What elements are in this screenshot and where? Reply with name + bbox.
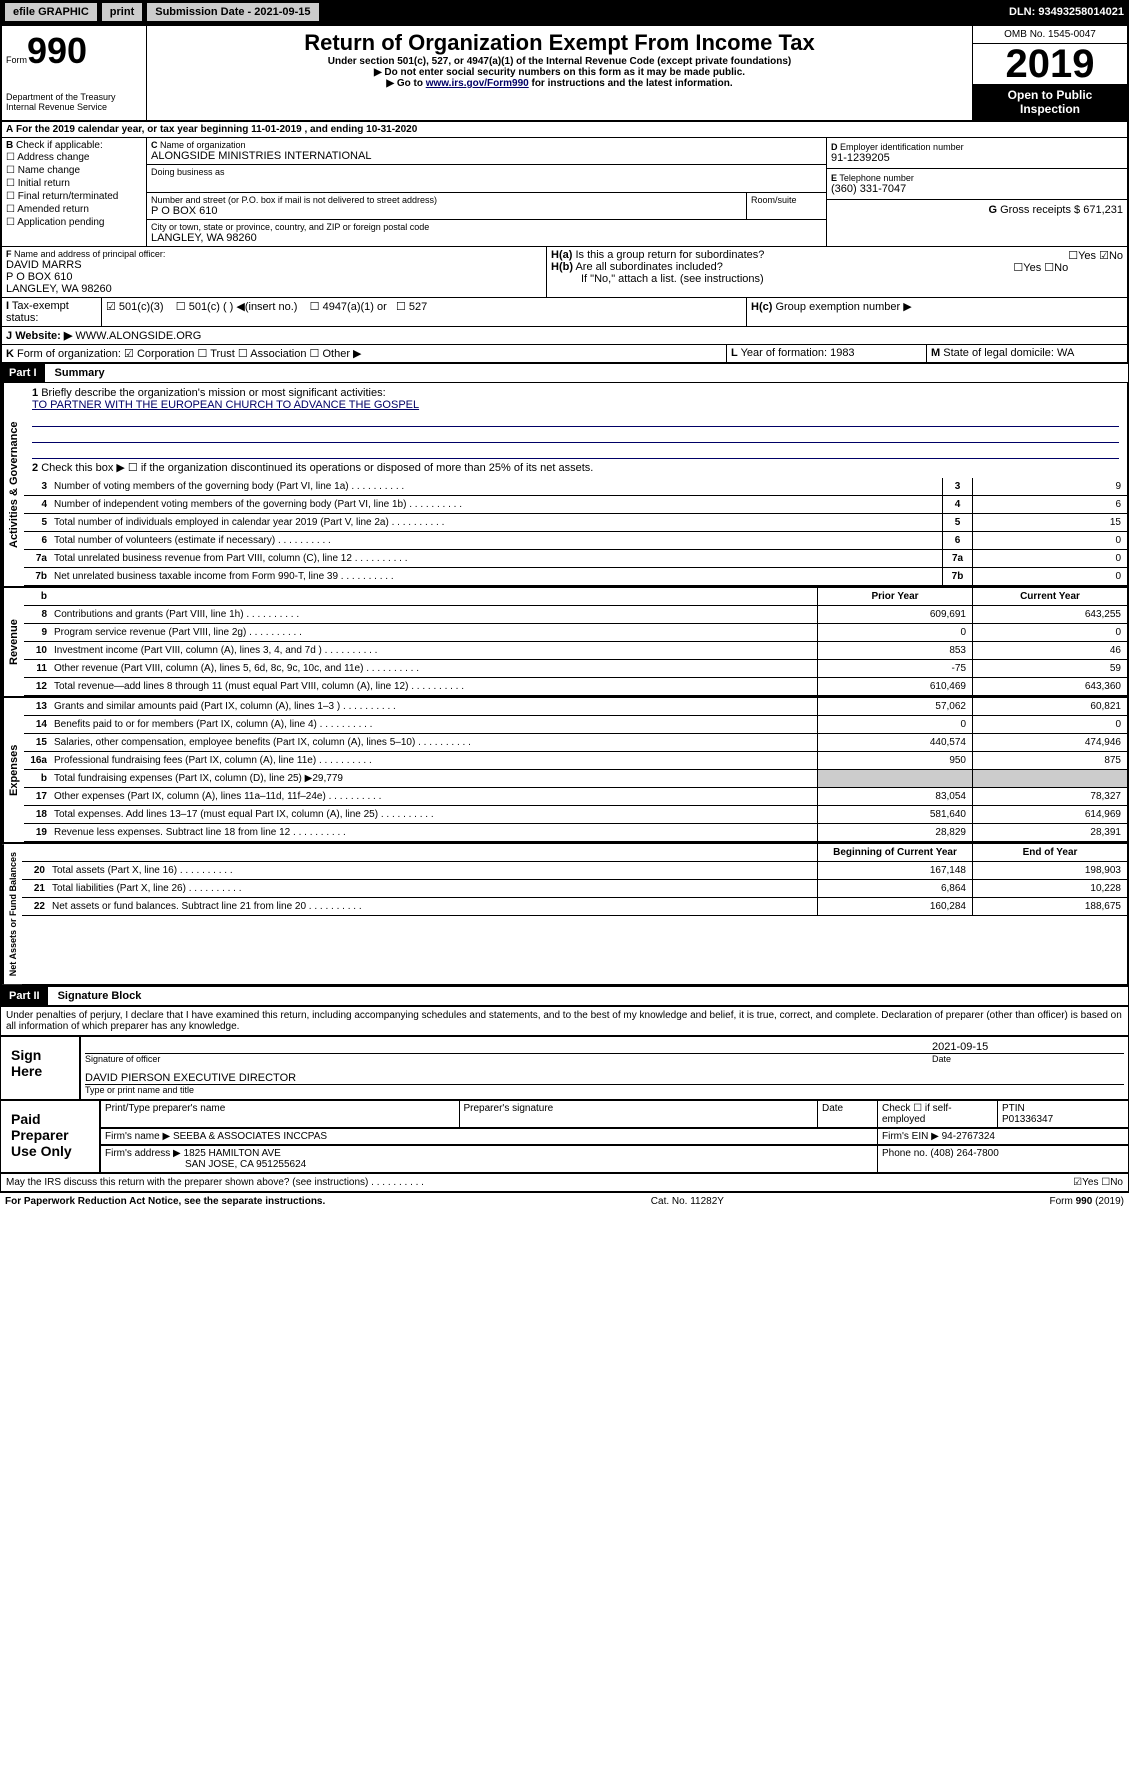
cb-address[interactable]: Address change (6, 151, 142, 164)
top-bar: efile GRAPHIC print Submission Date - 20… (0, 0, 1129, 24)
cb-name[interactable]: Name change (6, 164, 142, 177)
irs: Internal Revenue Service (6, 102, 142, 112)
year-formed: 1983 (830, 347, 854, 359)
cb-initial[interactable]: Initial return (6, 177, 142, 190)
table-row: 20Total assets (Part X, line 16)167,1481… (22, 862, 1127, 880)
form-footer: Form 990 (2019) (1050, 1196, 1124, 1207)
table-row: 9Program service revenue (Part VIII, lin… (24, 624, 1127, 642)
phone: (360) 331-7047 (831, 183, 1123, 195)
penalty-text: Under penalties of perjury, I declare th… (0, 1006, 1129, 1036)
irs-link[interactable]: www.irs.gov/Form990 (426, 78, 529, 89)
table-row: 11Other revenue (Part VIII, column (A), … (24, 660, 1127, 678)
form-subtitle: Under section 501(c), 527, or 4947(a)(1)… (151, 56, 968, 67)
domicile: WA (1057, 347, 1074, 359)
activities-label: Activities & Governance (2, 383, 24, 586)
table-row: 3Number of voting members of the governi… (24, 478, 1127, 496)
cb-app[interactable]: Application pending (6, 216, 142, 229)
table-row: 7bNet unrelated business taxable income … (24, 568, 1127, 586)
table-row: 6Total number of volunteers (estimate if… (24, 532, 1127, 550)
ptin: P01336347 (1002, 1114, 1053, 1125)
efile-btn[interactable]: efile GRAPHIC (5, 3, 97, 21)
firm-name: SEEBA & ASSOCIATES INCCPAS (173, 1131, 327, 1142)
mission-text: TO PARTNER WITH THE EUROPEAN CHURCH TO A… (32, 399, 1119, 411)
table-row: 12Total revenue—add lines 8 through 11 (… (24, 678, 1127, 696)
website: WWW.ALONGSIDE.ORG (75, 330, 201, 342)
table-row: 10Investment income (Part VIII, column (… (24, 642, 1127, 660)
table-row: 13Grants and similar amounts paid (Part … (24, 698, 1127, 716)
table-row: 7aTotal unrelated business revenue from … (24, 550, 1127, 568)
sign-here: Sign Here (1, 1037, 81, 1099)
officer-name: DAVID MARRS (6, 259, 542, 271)
dln: DLN: 93493258014021 (1009, 6, 1124, 18)
dept: Department of the Treasury (6, 92, 142, 102)
gross-receipts: 671,231 (1083, 204, 1123, 216)
org-name: ALONGSIDE MINISTRIES INTERNATIONAL (151, 150, 822, 162)
expenses-label: Expenses (2, 698, 24, 842)
prep-phone: (408) 264-7800 (930, 1148, 998, 1159)
table-row: 4Number of independent voting members of… (24, 496, 1127, 514)
form-number: 990 (27, 30, 87, 71)
table-row: 19Revenue less expenses. Subtract line 1… (24, 824, 1127, 842)
org-address: P O BOX 610 (151, 205, 742, 217)
print-btn[interactable]: print (102, 3, 142, 21)
form-prefix: Form (6, 55, 27, 65)
ein: 91-1239205 (831, 152, 1123, 164)
table-row: 8Contributions and grants (Part VIII, li… (24, 606, 1127, 624)
table-row: 22Net assets or fund balances. Subtract … (22, 898, 1127, 916)
cb-final[interactable]: Final return/terminated (6, 190, 142, 203)
table-row: 5Total number of individuals employed in… (24, 514, 1127, 532)
line-a: For the 2019 calendar year, or tax year … (16, 124, 417, 135)
org-city: LANGLEY, WA 98260 (151, 232, 822, 244)
form-header: Form990 Department of the Treasury Inter… (0, 24, 1129, 122)
submission-btn[interactable]: Submission Date - 2021-09-15 (147, 3, 318, 21)
box-b: B Check if applicable: Address change Na… (2, 138, 147, 246)
table-row: bTotal fundraising expenses (Part IX, co… (24, 770, 1127, 788)
table-row: 16aProfessional fundraising fees (Part I… (24, 752, 1127, 770)
form-title: Return of Organization Exempt From Incom… (151, 30, 968, 56)
revenue-label: Revenue (2, 588, 24, 696)
firm-ein: 94-2767324 (942, 1131, 995, 1142)
cb-amended[interactable]: Amended return (6, 203, 142, 216)
goto-note: Go to www.irs.gov/Form990 for instructio… (151, 78, 968, 89)
paid-preparer: Paid Preparer Use Only (1, 1101, 101, 1172)
signer-name: DAVID PIERSON EXECUTIVE DIRECTOR (85, 1072, 1124, 1085)
table-row: 18Total expenses. Add lines 13–17 (must … (24, 806, 1127, 824)
part-1: Part I (1, 364, 45, 382)
table-row: 14Benefits paid to or for members (Part … (24, 716, 1127, 734)
part-2: Part II (1, 987, 48, 1005)
table-row: 21Total liabilities (Part X, line 26)6,8… (22, 880, 1127, 898)
open-public: Open to Public Inspection (973, 84, 1127, 120)
pra-notice: For Paperwork Reduction Act Notice, see … (5, 1196, 325, 1207)
table-row: 15Salaries, other compensation, employee… (24, 734, 1127, 752)
ssn-note: Do not enter social security numbers on … (151, 67, 968, 78)
table-row: 17Other expenses (Part IX, column (A), l… (24, 788, 1127, 806)
balance-label: Net Assets or Fund Balances (2, 844, 22, 984)
tax-year: 2019 (973, 44, 1127, 84)
cat-no: Cat. No. 11282Y (651, 1196, 724, 1207)
